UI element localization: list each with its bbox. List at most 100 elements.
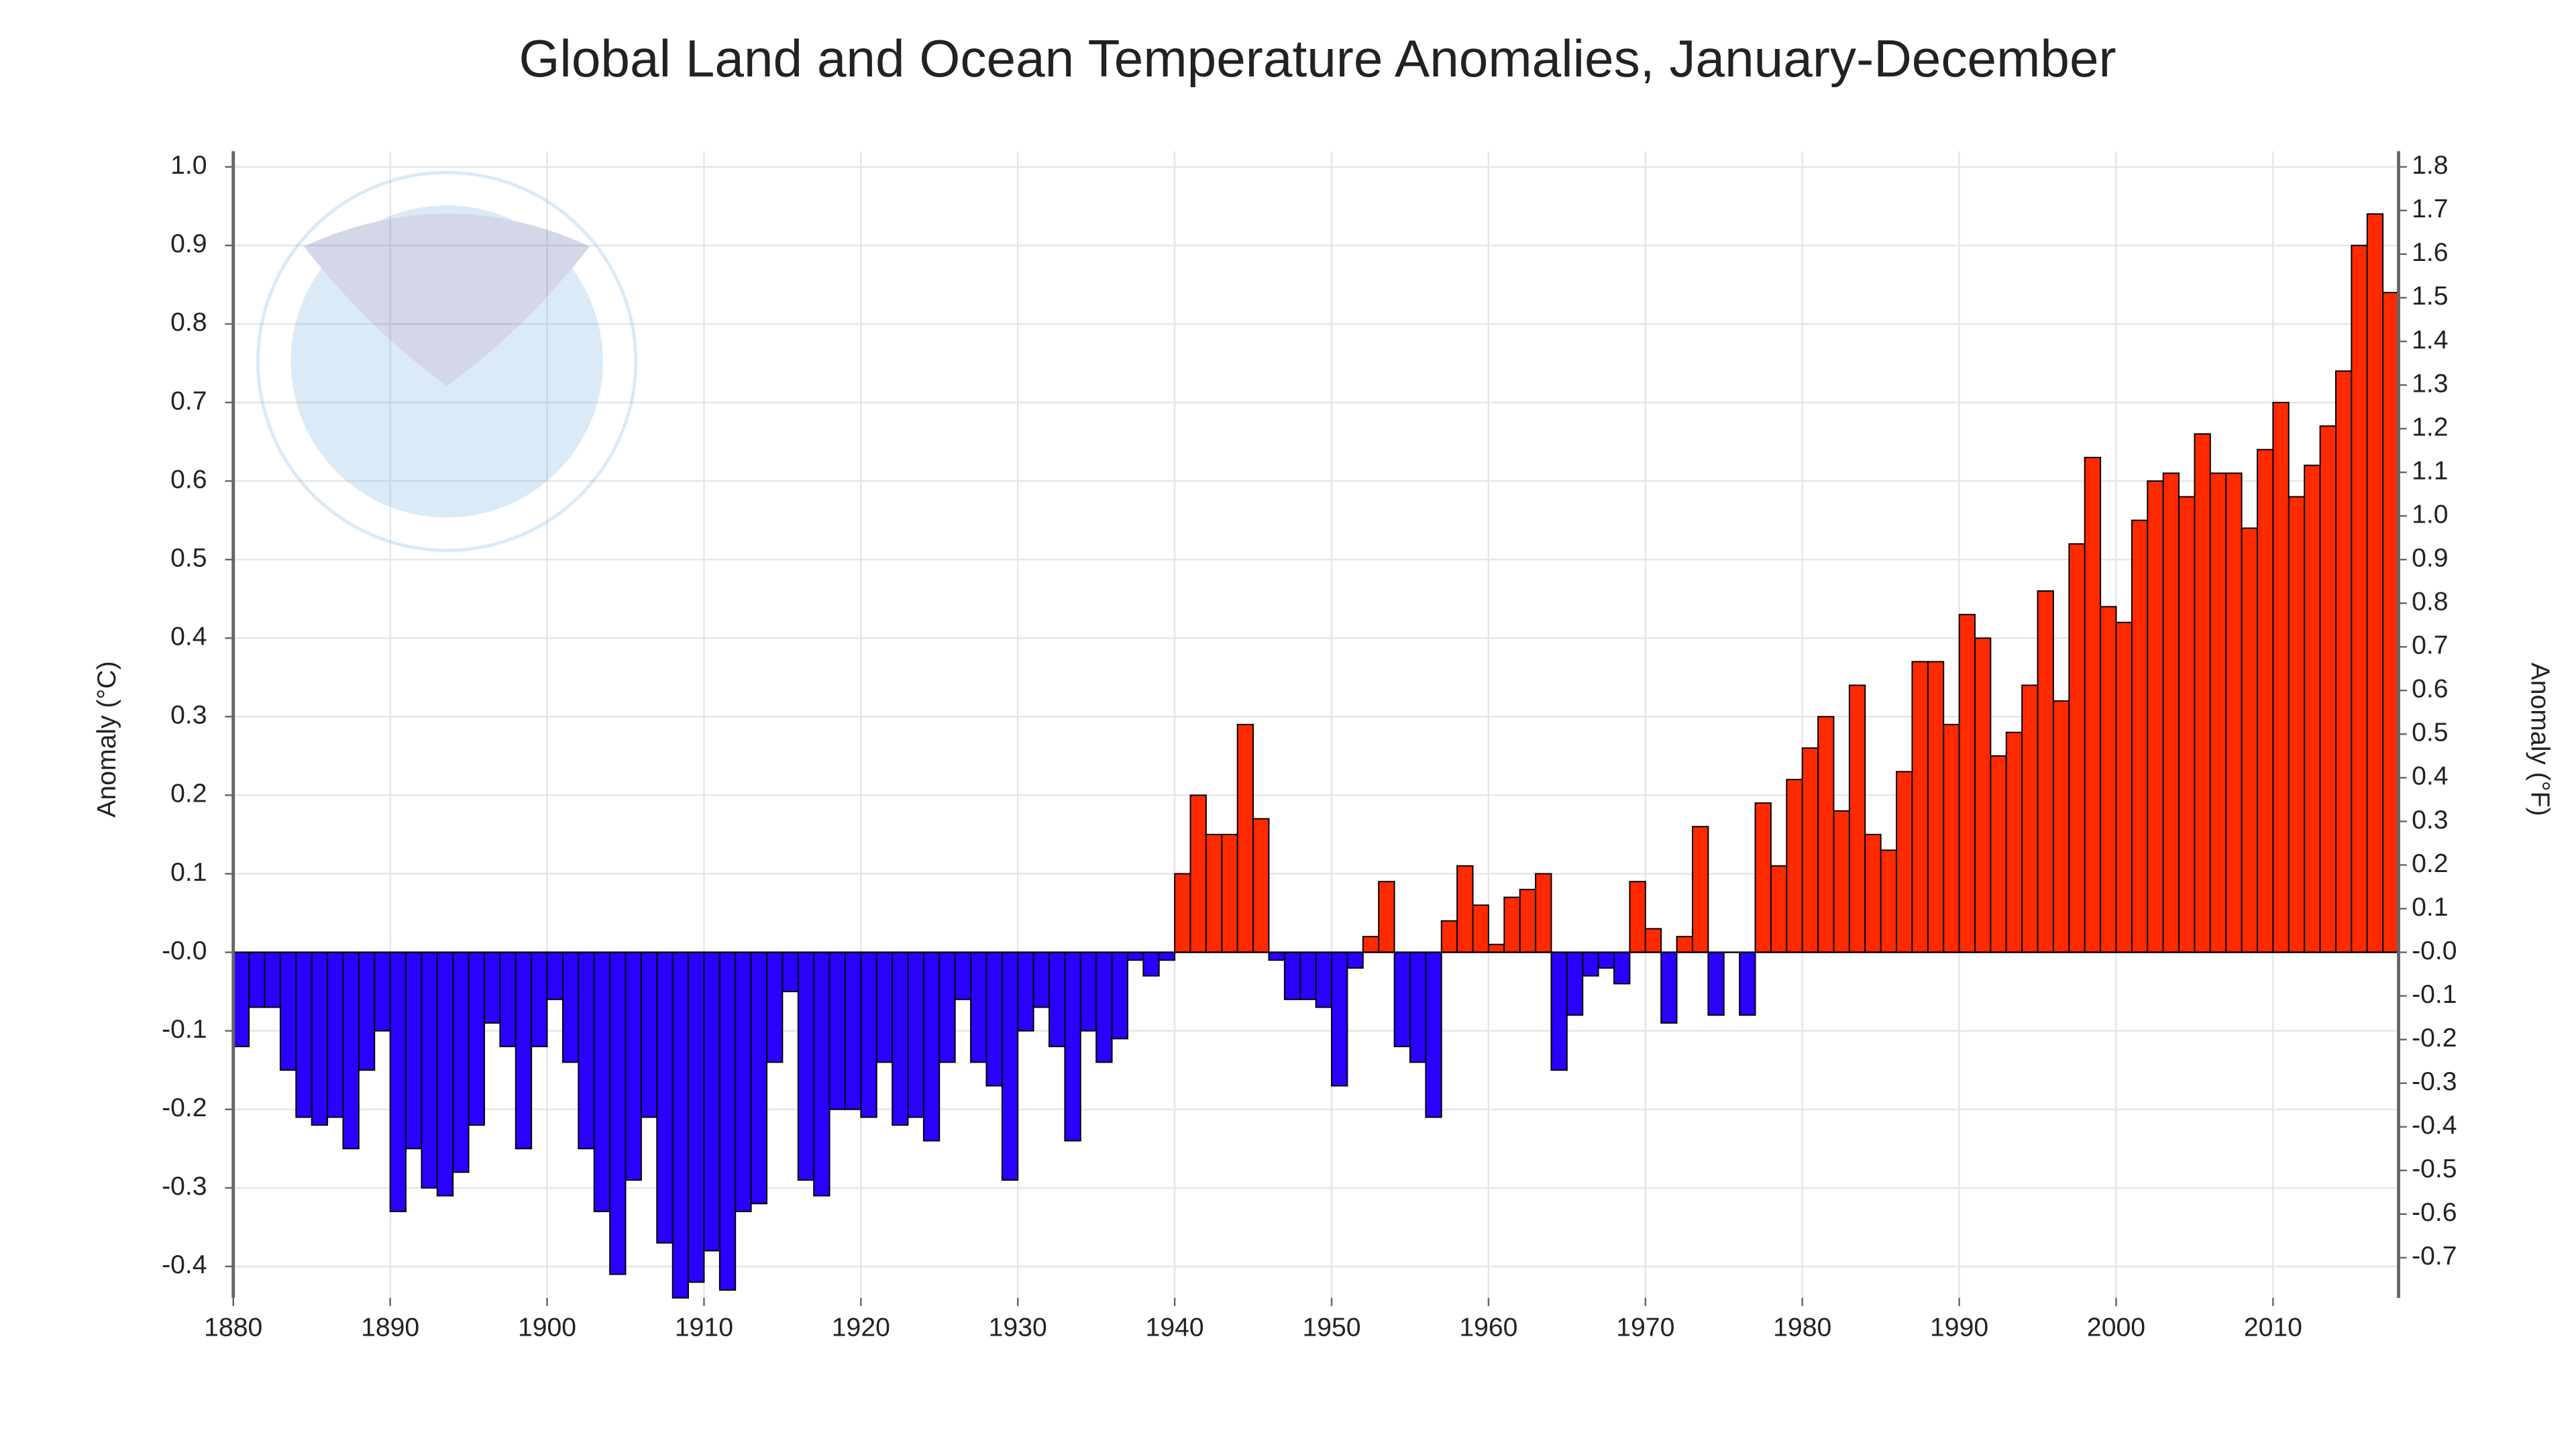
y-tick-label: -0.2 — [162, 1093, 207, 1122]
bar — [1174, 873, 1191, 953]
bar — [452, 951, 470, 1173]
bar — [766, 951, 784, 1063]
y2-tick-label: 0.1 — [2412, 893, 2448, 922]
y2-tick-label: -0.1 — [2412, 980, 2457, 1009]
bar — [1189, 794, 1207, 953]
y2-tick-label: 1.2 — [2412, 413, 2448, 441]
bar — [248, 951, 266, 1008]
bar — [1126, 951, 1144, 961]
bar — [1299, 951, 1317, 1000]
bar — [828, 951, 846, 1110]
bar — [672, 951, 690, 1299]
bar — [922, 951, 941, 1142]
bar — [609, 951, 627, 1275]
bar — [1049, 951, 1066, 1048]
bar — [1111, 951, 1128, 1040]
y-tick-label: 0.6 — [170, 465, 207, 494]
bar — [1079, 951, 1097, 1032]
bar — [2021, 684, 2039, 953]
bar — [1739, 951, 1756, 1016]
chart-title: Global Land and Ocean Temperature Anomal… — [519, 29, 2116, 88]
y-tick-label: 0.4 — [170, 623, 207, 651]
bar — [797, 951, 815, 1181]
y2-tick-label: 0.2 — [2412, 849, 2448, 878]
bar — [1550, 951, 1568, 1071]
bar — [2241, 527, 2258, 953]
bar — [907, 951, 924, 1118]
bar — [688, 951, 705, 1283]
bar — [279, 951, 297, 1071]
logo-disc — [290, 205, 603, 518]
bar — [358, 951, 376, 1071]
bar — [1095, 951, 1113, 1063]
bar — [1393, 951, 1411, 1048]
y2-tick-label: -0.2 — [2412, 1024, 2457, 1053]
bar — [1456, 865, 1474, 953]
bar — [578, 951, 595, 1150]
bar — [1644, 928, 1662, 953]
bar — [561, 951, 580, 1063]
bar — [813, 951, 830, 1197]
axes: 1.0 0.9 0.8 0.7 0.6 0.5 0.4 0.3 0.2 0.1 -0.0 -0.1 -0… — [162, 151, 2457, 1342]
y-tick-label: -0.3 — [162, 1172, 207, 1201]
y2-tick-label: 1.7 — [2412, 195, 2448, 223]
bar — [1597, 951, 1615, 969]
y-tick-label: 0.7 — [170, 386, 207, 415]
bar — [1833, 810, 1850, 953]
bar — [546, 951, 564, 1000]
x-tick-label: 1930 — [989, 1313, 1047, 1342]
bar — [1582, 951, 1599, 977]
bar — [2304, 464, 2321, 953]
y2-tick-label: 1.4 — [2412, 325, 2448, 354]
bar — [1911, 661, 1929, 953]
bar — [1676, 936, 1693, 953]
bar — [2288, 496, 2306, 953]
bar — [1848, 684, 1866, 953]
bar — [2334, 370, 2353, 953]
y-tick-label: 0.5 — [170, 544, 207, 573]
bar — [421, 951, 438, 1189]
bar — [2037, 590, 2054, 953]
bar — [875, 951, 894, 1063]
bar — [2382, 292, 2400, 953]
bar — [1503, 896, 1521, 953]
y2-tick-label: -0.7 — [2412, 1242, 2457, 1271]
bar — [735, 951, 752, 1212]
x-tick-label: 1960 — [1459, 1313, 1517, 1342]
bar — [436, 951, 454, 1197]
bar — [1990, 755, 2007, 953]
bar — [2257, 449, 2274, 953]
bar — [2068, 543, 2086, 953]
bar — [1487, 943, 1505, 953]
bar — [1032, 951, 1050, 1008]
x-tick-label: 1920 — [832, 1313, 890, 1342]
bar — [2084, 456, 2102, 953]
y2-tick-label: 0.7 — [2412, 631, 2448, 660]
bar — [718, 951, 737, 1291]
bar — [2194, 433, 2211, 953]
bar — [1786, 779, 1803, 953]
bar — [1692, 826, 1709, 953]
bar — [1770, 865, 1788, 953]
bar — [892, 951, 909, 1126]
y2-tick-label: -0.0 — [2412, 936, 2457, 965]
y-tick-label: -0.4 — [162, 1250, 207, 1279]
bar — [1064, 951, 1081, 1142]
y-tick-label: 0.8 — [170, 308, 207, 337]
bar — [1535, 873, 1552, 953]
y2-tick-label: 1.3 — [2412, 369, 2448, 398]
bar — [1362, 936, 1380, 953]
y-tick-label: 0.2 — [170, 780, 207, 808]
y2-axis-title: Anomaly (°F) — [2525, 663, 2554, 816]
y-tick-label: -0.1 — [162, 1015, 207, 1044]
bar — [844, 951, 862, 1110]
bar — [2272, 402, 2290, 953]
bar — [264, 951, 281, 1008]
y2-tick-label: 0.3 — [2412, 806, 2448, 835]
x-tick-label: 1940 — [1146, 1313, 1204, 1342]
bar — [2209, 472, 2227, 953]
bar — [1283, 951, 1301, 1000]
bar — [703, 951, 720, 1252]
x-tick-label: 1980 — [1773, 1313, 1831, 1342]
bar — [1660, 951, 1678, 1024]
